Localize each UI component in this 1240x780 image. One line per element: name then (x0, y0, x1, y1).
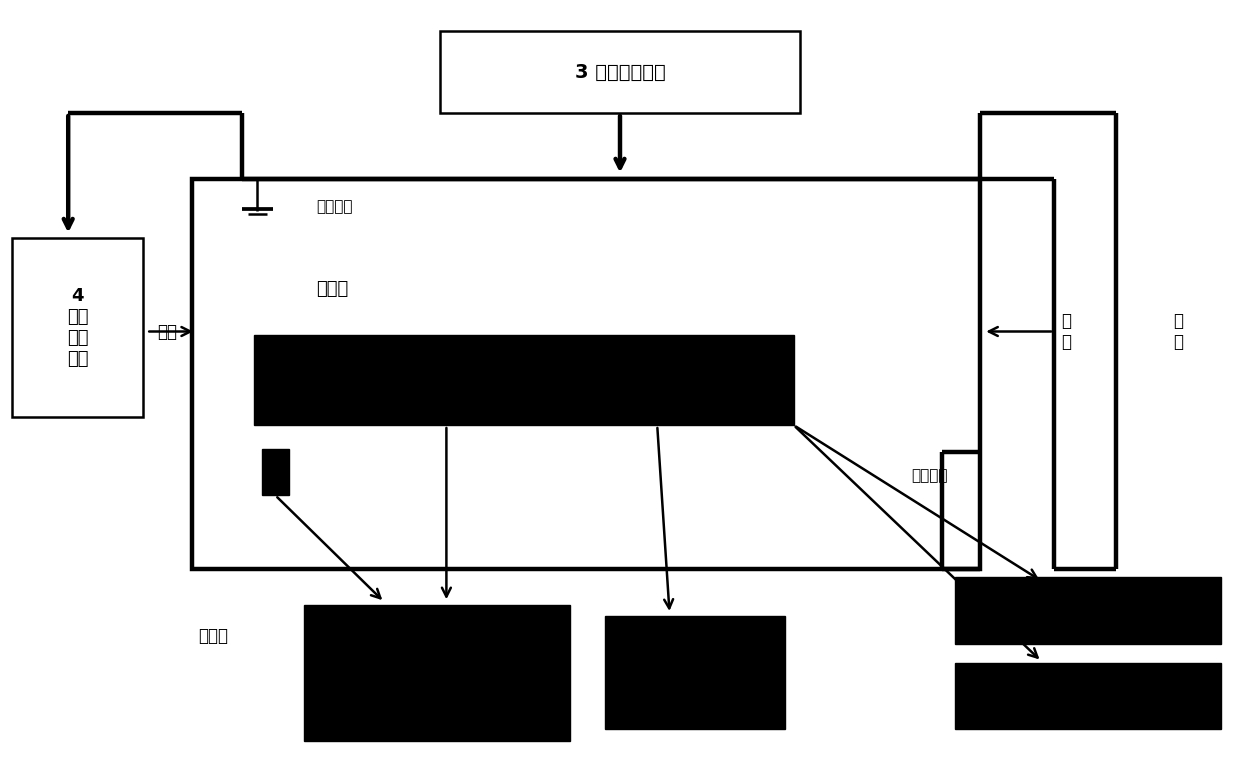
Text: 油流出口: 油流出口 (316, 199, 352, 215)
Bar (262, 448, 289, 495)
Text: 绕组
温度: 绕组 温度 (353, 335, 373, 374)
Bar (440, 31, 800, 113)
Text: 铜绕组: 铜绕组 (316, 279, 348, 298)
Text: 4
电流
发生
模块: 4 电流 发生 模块 (67, 287, 88, 368)
Text: 油流入口: 油流入口 (911, 468, 947, 484)
Bar (605, 616, 785, 729)
Bar (192, 179, 980, 569)
Bar (955, 577, 1221, 644)
Bar (955, 663, 1221, 729)
Text: 电流: 电流 (157, 322, 177, 341)
Text: 电
流: 电 流 (1061, 312, 1071, 351)
Bar (304, 604, 570, 741)
Bar (12, 238, 143, 417)
Text: 3 油流循环模块: 3 油流循环模块 (574, 62, 666, 82)
Bar (254, 335, 794, 425)
Text: 油温度: 油温度 (198, 626, 228, 645)
Text: 油
流: 油 流 (1173, 312, 1183, 351)
